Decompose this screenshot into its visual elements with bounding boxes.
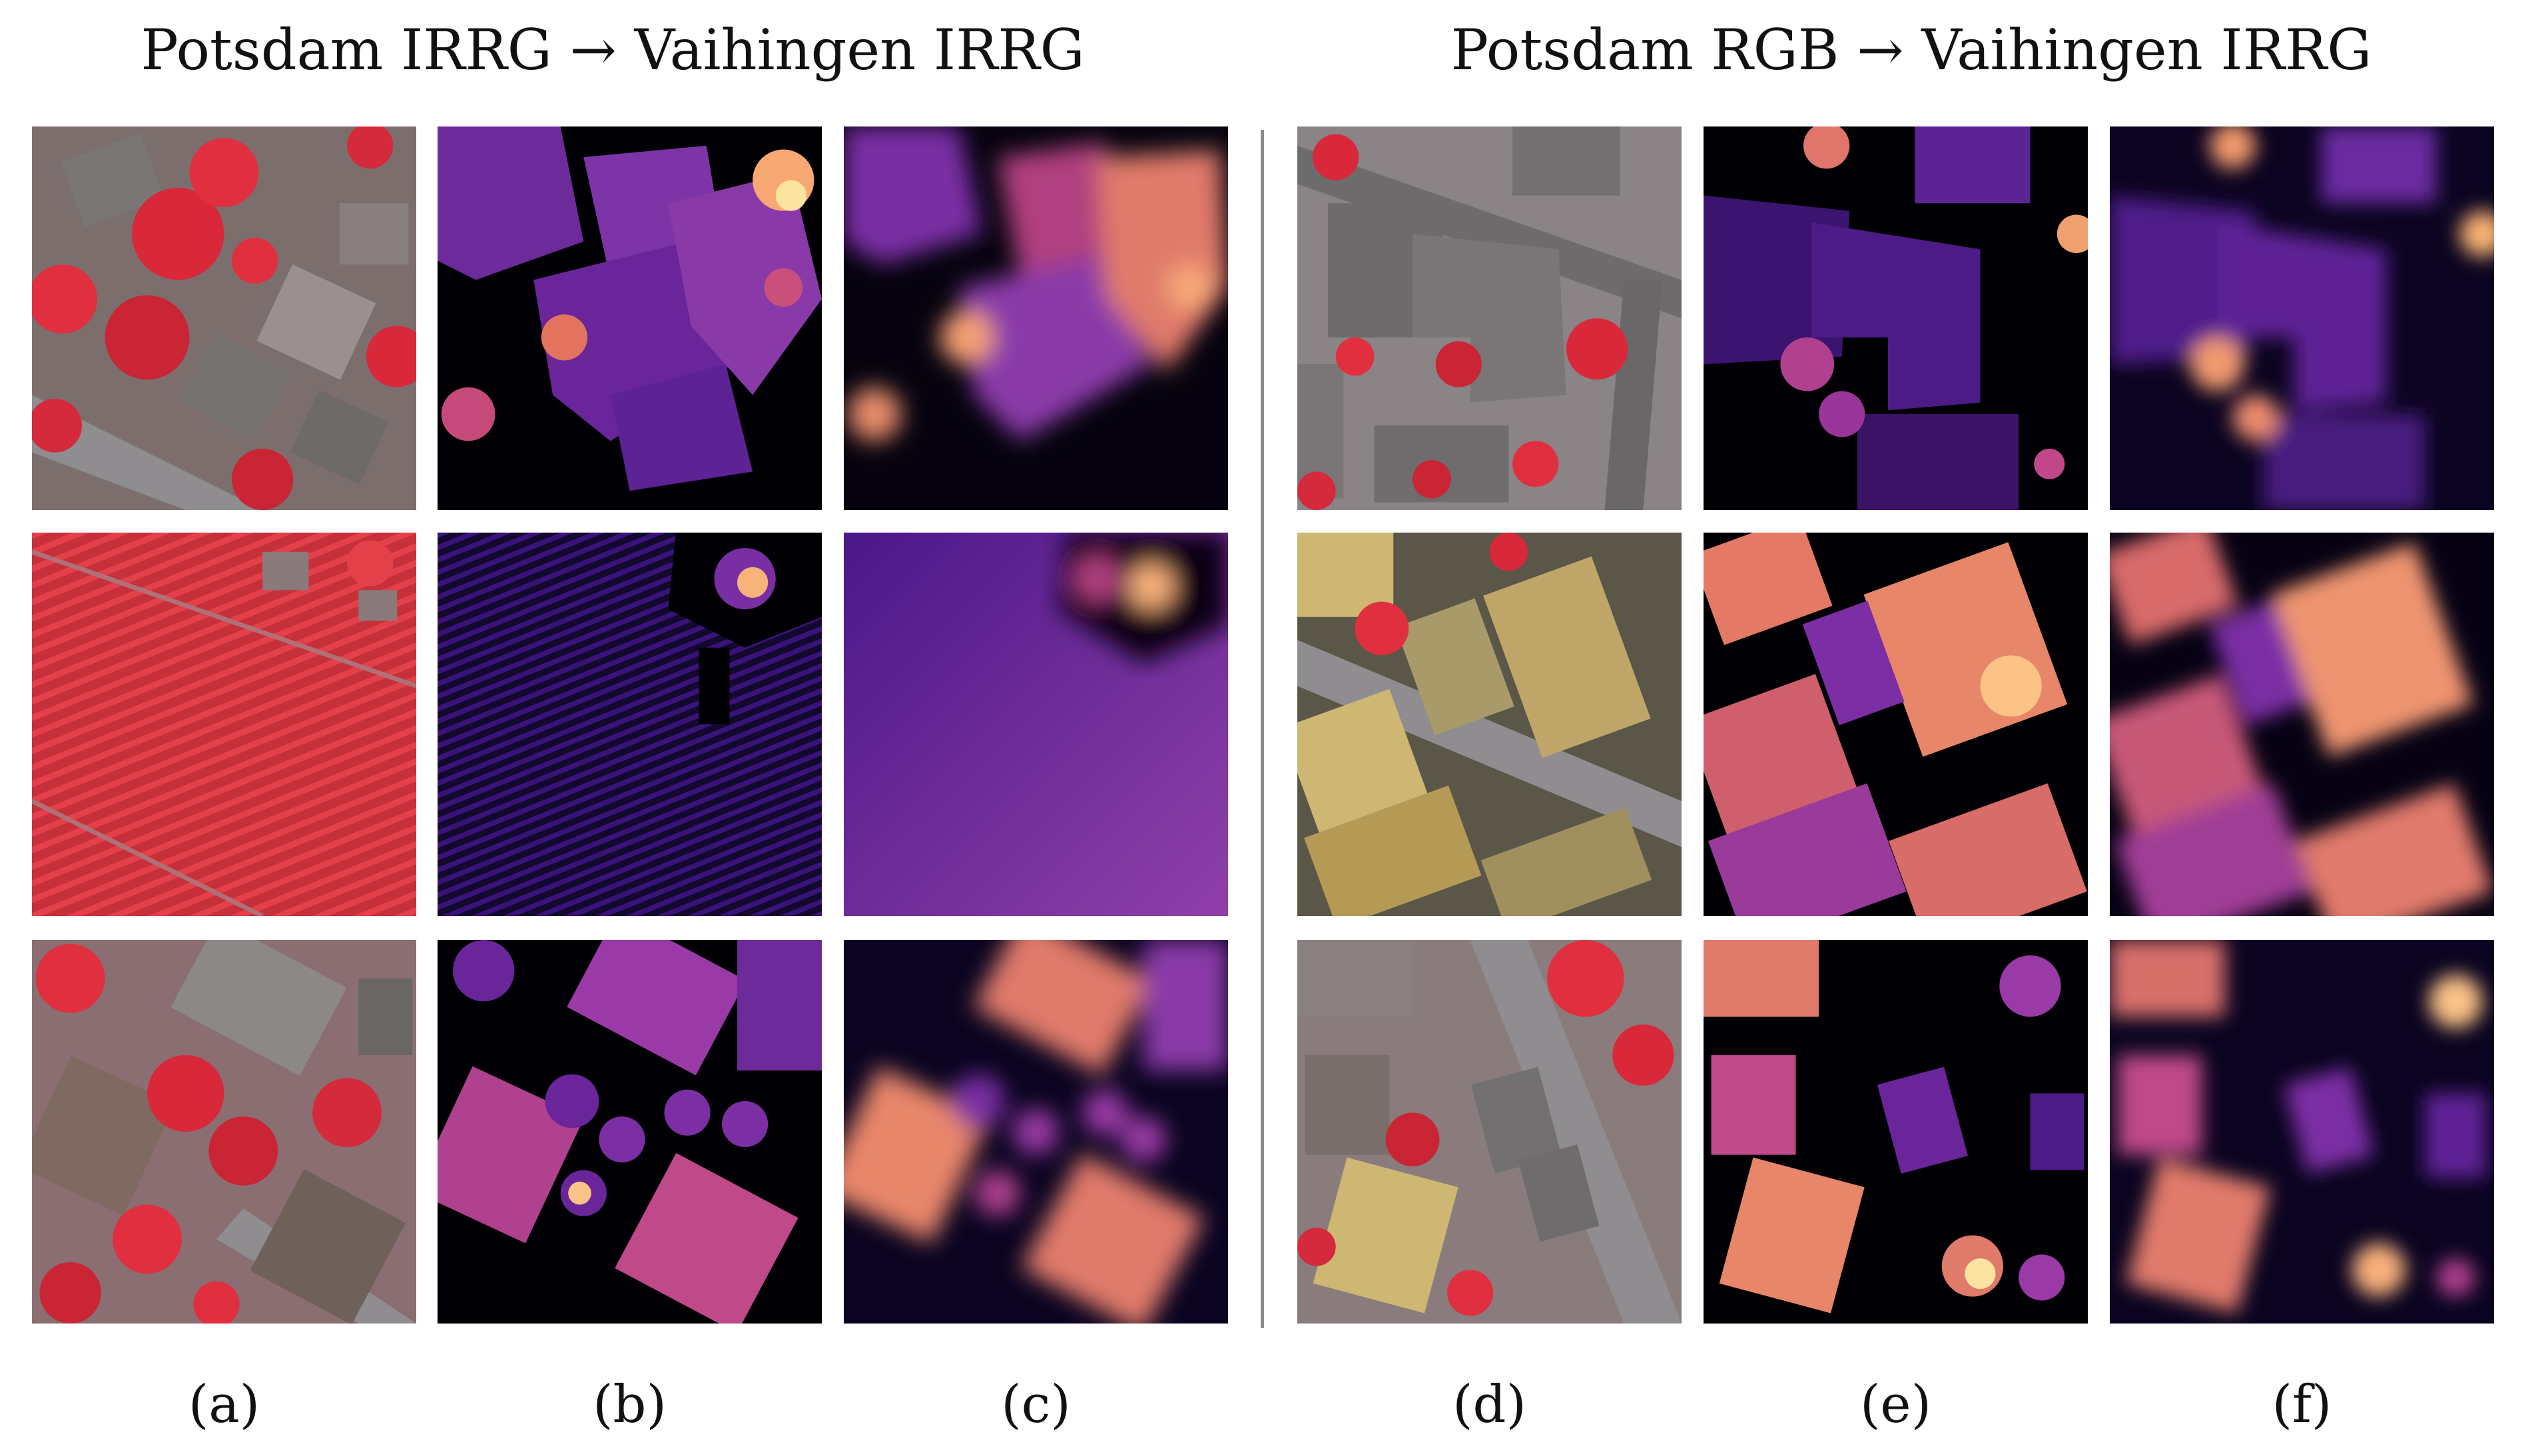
aerial-image-a-row1 — [32, 126, 416, 510]
depth-map-c-row2 — [844, 533, 1228, 916]
group-title-left: Potsdam IRRG → Vaihingen IRRG — [141, 17, 1085, 83]
depth-map-e-row1 — [1704, 126, 2088, 510]
depth-map-e-row3 — [1704, 940, 2088, 1324]
column-label-b: (b) — [593, 1375, 667, 1435]
depth-map-f-row1 — [2110, 126, 2494, 510]
column-label-f: (f) — [2272, 1375, 2332, 1435]
aerial-image-d-row2 — [1297, 533, 1682, 916]
depth-map-b-row2 — [438, 533, 822, 916]
column-label-a: (a) — [188, 1375, 260, 1435]
column-label-c: (c) — [1001, 1375, 1071, 1435]
column-label-e: (e) — [1859, 1375, 1932, 1435]
depth-map-b-row1 — [438, 126, 822, 510]
aerial-image-d-row3 — [1297, 940, 1682, 1324]
depth-map-f-row3 — [2110, 940, 2494, 1324]
group-divider — [1261, 130, 1264, 1328]
group-title-right: Potsdam RGB → Vaihingen IRRG — [1450, 17, 2372, 83]
aerial-image-d-row1 — [1297, 126, 1682, 510]
aerial-image-a-row3 — [32, 940, 416, 1324]
depth-map-f-row2 — [2110, 533, 2494, 916]
column-label-d: (d) — [1452, 1375, 1526, 1435]
depth-map-c-row1 — [844, 126, 1228, 510]
aerial-image-a-row2 — [32, 533, 416, 916]
depth-map-c-row3 — [844, 940, 1228, 1324]
depth-map-e-row2 — [1704, 533, 2088, 916]
depth-map-b-row3 — [438, 940, 822, 1324]
